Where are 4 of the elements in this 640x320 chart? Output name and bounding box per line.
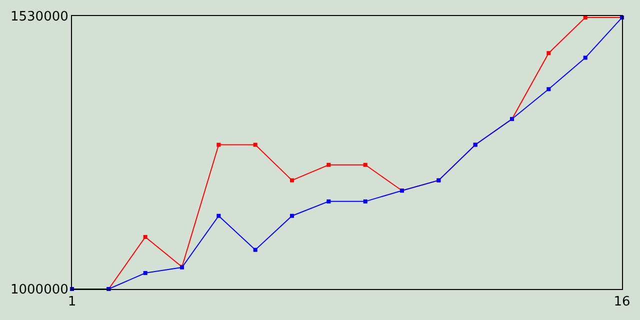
y-tick-label: 1530000 — [10, 10, 68, 25]
x-tick-label: 16 — [614, 294, 630, 310]
y-tick-label: 1000000 — [10, 282, 68, 298]
x-tick-label: 1 — [68, 294, 76, 310]
